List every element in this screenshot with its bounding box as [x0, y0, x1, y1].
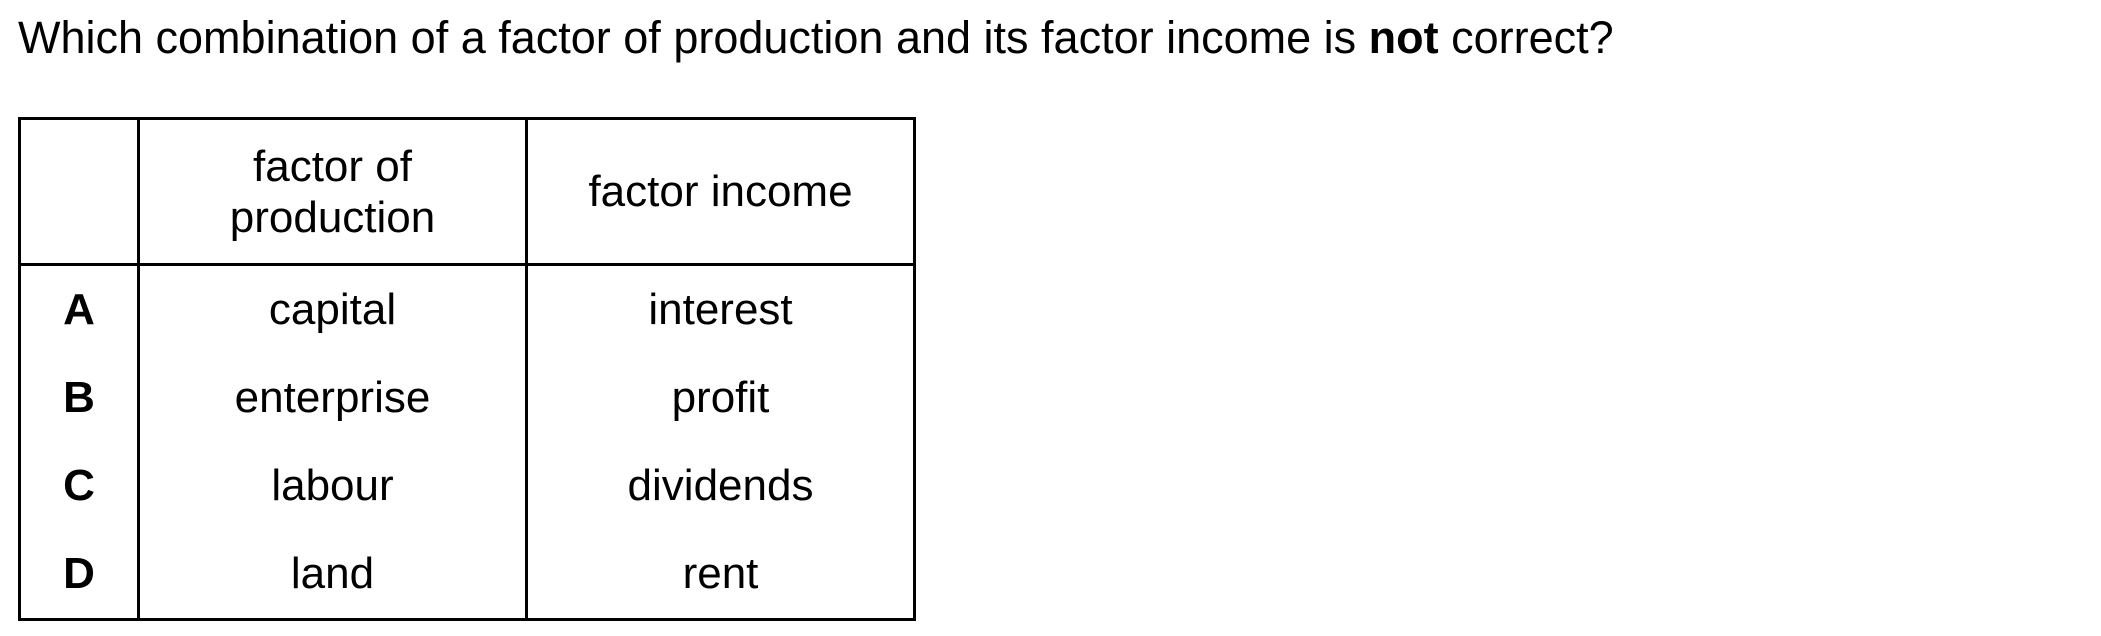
question-text: Which combination of a factor of product… [18, 8, 1614, 68]
factor-of-production-cell: labour [137, 442, 528, 530]
header-factor-of-production: factor of production [137, 117, 528, 266]
option-key: C [18, 442, 140, 530]
question-emphasis: not [1368, 12, 1439, 63]
header-factor-income: factor income [525, 117, 916, 266]
option-row-a: A capital interest [18, 264, 916, 354]
header-row: factor of production factor income [18, 117, 916, 266]
header-factor-of-production-label: factor of production [229, 141, 436, 242]
option-key: D [18, 530, 140, 621]
header-key [18, 117, 140, 266]
factor-income-cell: profit [525, 354, 916, 442]
question-text-before: Which combination of a factor of product… [18, 12, 1369, 63]
options-table: factor of production factor income A cap… [18, 117, 916, 621]
factor-of-production-cell: land [137, 530, 528, 621]
option-key: A [18, 264, 140, 354]
factor-income-cell: rent [525, 530, 916, 621]
factor-income-cell: interest [525, 264, 916, 354]
option-key: B [18, 354, 140, 442]
factor-of-production-cell: capital [137, 264, 528, 354]
option-row-b: B enterprise profit [18, 354, 916, 442]
factor-of-production-cell: enterprise [137, 354, 528, 442]
factor-income-cell: dividends [525, 442, 916, 530]
question-text-after: correct? [1438, 12, 1614, 63]
option-row-d: D land rent [18, 530, 916, 621]
option-row-c: C labour dividends [18, 442, 916, 530]
